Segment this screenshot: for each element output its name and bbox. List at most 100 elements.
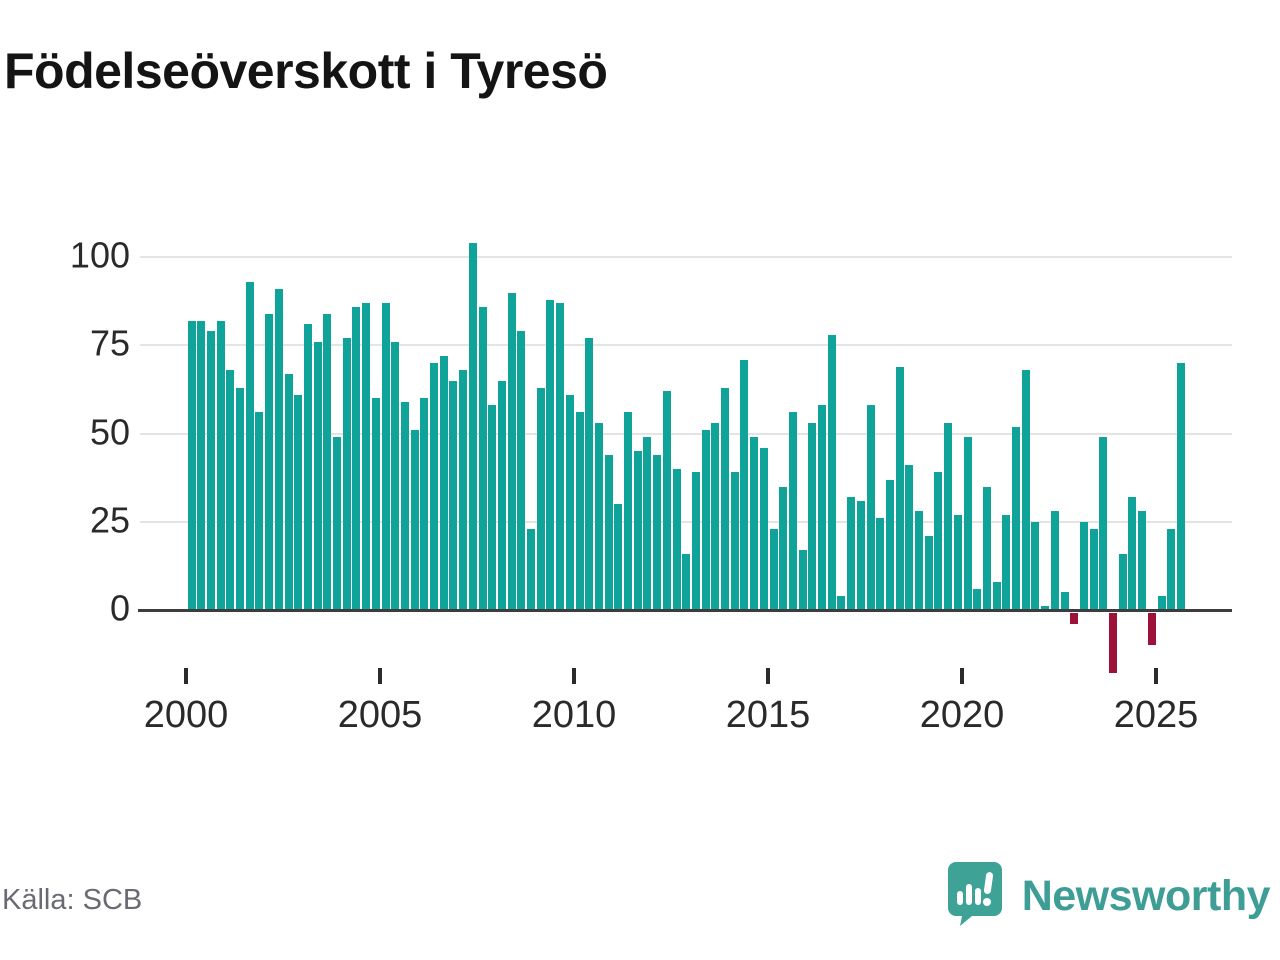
bar xyxy=(556,303,565,610)
bar xyxy=(788,412,797,610)
x-axis-line xyxy=(138,609,1232,612)
bar xyxy=(488,405,497,610)
bar xyxy=(963,437,972,610)
bar xyxy=(662,391,671,610)
bar xyxy=(197,320,206,610)
bar xyxy=(255,412,264,610)
bar xyxy=(827,334,836,610)
x-tick-label: 2025 xyxy=(1113,694,1199,736)
bar xyxy=(856,500,865,610)
bar xyxy=(847,497,856,610)
newsworthy-logo-icon xyxy=(946,860,1004,933)
bar xyxy=(711,423,720,610)
bar xyxy=(206,331,215,610)
x-tick-label: 2015 xyxy=(725,694,811,736)
bar xyxy=(323,313,332,610)
bar xyxy=(633,451,642,610)
bar xyxy=(565,394,574,610)
bar xyxy=(439,356,448,610)
bar xyxy=(944,423,953,610)
bar xyxy=(284,373,293,610)
bar xyxy=(381,303,390,610)
bar xyxy=(371,398,380,610)
x-axis-tick xyxy=(1154,668,1158,684)
x-axis-tick xyxy=(766,668,770,684)
bar xyxy=(313,341,322,610)
bar xyxy=(653,454,662,610)
brand-footer: Newsworthy xyxy=(946,860,1271,933)
bar xyxy=(1147,613,1156,645)
bar xyxy=(759,447,768,610)
bar xyxy=(1109,613,1117,673)
x-axis-tick xyxy=(378,668,382,684)
gridline xyxy=(140,520,1232,523)
bar xyxy=(1079,521,1088,610)
bar xyxy=(459,370,468,610)
bar xyxy=(216,320,225,610)
bar xyxy=(779,486,788,610)
chart-title: Födelseöverskott i Tyresö xyxy=(4,43,608,99)
bar xyxy=(876,518,885,610)
bar xyxy=(1118,553,1127,610)
bar xyxy=(691,472,700,610)
bar xyxy=(973,588,982,610)
bar xyxy=(1050,511,1059,610)
x-axis-tick xyxy=(572,668,576,684)
bar xyxy=(682,553,691,610)
bar xyxy=(468,243,477,610)
bar xyxy=(546,299,555,610)
bar xyxy=(1041,606,1050,610)
bar xyxy=(730,472,739,610)
bar xyxy=(798,550,807,610)
bar xyxy=(818,405,826,610)
bar xyxy=(701,430,710,610)
bar xyxy=(924,535,933,610)
bar xyxy=(507,292,516,610)
bar xyxy=(885,479,894,610)
bar xyxy=(866,405,875,610)
bar xyxy=(1002,514,1011,610)
bar xyxy=(352,306,361,610)
bar xyxy=(1176,363,1185,610)
bar xyxy=(362,303,371,610)
bar xyxy=(517,331,526,610)
bar xyxy=(740,359,749,610)
bar xyxy=(905,465,914,610)
bar xyxy=(274,289,283,610)
bar xyxy=(837,595,846,610)
bar xyxy=(449,380,458,610)
y-tick-label: 50 xyxy=(89,410,130,452)
bar xyxy=(624,412,632,610)
y-tick-label: 75 xyxy=(89,322,130,364)
bar xyxy=(303,324,312,610)
bar xyxy=(934,472,943,610)
bar xyxy=(391,341,400,610)
x-tick-label: 2020 xyxy=(919,694,1005,736)
bar xyxy=(342,338,351,610)
bar xyxy=(953,514,962,610)
y-tick-label: 100 xyxy=(69,234,130,276)
gridline xyxy=(140,256,1232,259)
bar xyxy=(1157,595,1166,610)
bar xyxy=(245,281,254,610)
bar xyxy=(1012,426,1020,610)
bar xyxy=(769,528,778,610)
x-tick-label: 2010 xyxy=(531,694,617,736)
bar xyxy=(1070,613,1079,624)
bar xyxy=(614,504,623,610)
bar xyxy=(915,511,923,610)
bar xyxy=(294,394,303,610)
bar xyxy=(226,370,235,610)
bar xyxy=(575,412,584,610)
source-note: Källa: SCB xyxy=(2,884,143,916)
y-tick-label: 0 xyxy=(109,587,130,629)
bar xyxy=(750,437,759,610)
bar xyxy=(1089,528,1098,610)
bar xyxy=(1021,370,1030,610)
bar xyxy=(400,401,409,610)
gridline xyxy=(140,344,1232,347)
bar xyxy=(420,398,429,610)
bar xyxy=(430,363,438,610)
